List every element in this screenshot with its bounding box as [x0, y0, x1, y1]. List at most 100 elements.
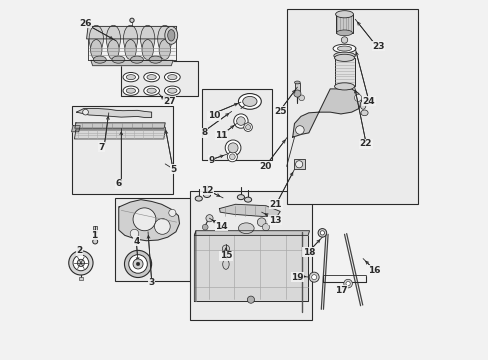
Ellipse shape	[237, 195, 244, 200]
Circle shape	[295, 161, 302, 168]
Circle shape	[225, 140, 241, 156]
Bar	[115, 198, 198, 281]
Ellipse shape	[334, 83, 354, 90]
Circle shape	[202, 224, 207, 230]
Circle shape	[93, 239, 98, 244]
Circle shape	[124, 250, 151, 278]
Text: 26: 26	[79, 19, 92, 28]
Ellipse shape	[333, 52, 354, 59]
Polygon shape	[194, 235, 307, 301]
Text: 21: 21	[269, 200, 282, 209]
Polygon shape	[292, 89, 361, 137]
Ellipse shape	[124, 40, 136, 60]
Circle shape	[69, 251, 93, 275]
Circle shape	[77, 259, 84, 266]
Circle shape	[205, 215, 213, 222]
Ellipse shape	[93, 56, 106, 63]
Text: 10: 10	[207, 111, 220, 120]
Ellipse shape	[112, 56, 124, 63]
Text: 18: 18	[302, 248, 314, 257]
Circle shape	[343, 279, 352, 288]
Text: 11: 11	[215, 131, 227, 140]
Ellipse shape	[222, 259, 229, 269]
Text: 23: 23	[371, 41, 384, 50]
Text: 27: 27	[163, 97, 176, 106]
Circle shape	[136, 262, 140, 266]
Ellipse shape	[123, 72, 139, 82]
Bar	[201, 89, 272, 160]
Ellipse shape	[159, 40, 170, 60]
Text: 17: 17	[334, 285, 346, 294]
Text: 6: 6	[115, 179, 122, 188]
Bar	[72, 106, 173, 194]
Text: 5: 5	[170, 165, 177, 174]
Text: 8: 8	[201, 129, 207, 138]
Bar	[286, 9, 417, 204]
Text: 13: 13	[268, 216, 281, 225]
Bar	[334, 58, 354, 86]
Text: 1: 1	[91, 231, 98, 240]
Text: 16: 16	[367, 266, 379, 275]
Circle shape	[245, 125, 250, 130]
Text: 9: 9	[208, 156, 214, 165]
Ellipse shape	[203, 193, 210, 198]
Polygon shape	[74, 130, 165, 139]
Ellipse shape	[123, 86, 139, 95]
Text: 20: 20	[259, 162, 271, 171]
Ellipse shape	[332, 44, 355, 53]
Ellipse shape	[244, 197, 251, 202]
Ellipse shape	[149, 56, 162, 63]
Circle shape	[130, 229, 139, 238]
Circle shape	[229, 154, 235, 159]
Polygon shape	[71, 126, 80, 132]
Ellipse shape	[167, 88, 177, 93]
Circle shape	[308, 272, 319, 282]
Polygon shape	[194, 231, 196, 301]
Circle shape	[133, 259, 143, 269]
Circle shape	[341, 37, 347, 43]
Circle shape	[233, 114, 247, 128]
Circle shape	[73, 255, 88, 271]
Text: 15: 15	[219, 251, 232, 260]
Ellipse shape	[106, 25, 121, 53]
Ellipse shape	[294, 81, 300, 84]
Ellipse shape	[336, 30, 352, 36]
Ellipse shape	[334, 54, 354, 62]
Circle shape	[247, 296, 254, 303]
Ellipse shape	[130, 56, 143, 63]
Circle shape	[295, 126, 304, 134]
Ellipse shape	[126, 75, 135, 80]
Ellipse shape	[157, 25, 172, 53]
Circle shape	[168, 209, 176, 216]
Polygon shape	[119, 200, 179, 241]
Ellipse shape	[167, 75, 177, 80]
Circle shape	[293, 90, 300, 97]
Text: 14: 14	[215, 222, 227, 231]
Circle shape	[320, 231, 324, 235]
Circle shape	[345, 282, 349, 286]
Circle shape	[128, 255, 147, 273]
Text: 3: 3	[148, 278, 154, 287]
Ellipse shape	[360, 101, 365, 109]
Text: 24: 24	[362, 97, 374, 106]
Bar	[121, 61, 198, 96]
Bar	[293, 159, 304, 169]
Text: 2: 2	[76, 246, 82, 255]
Text: 22: 22	[359, 139, 371, 148]
Text: 4: 4	[133, 237, 139, 246]
Circle shape	[311, 275, 316, 280]
Polygon shape	[86, 26, 176, 39]
Circle shape	[227, 152, 237, 162]
Ellipse shape	[164, 86, 180, 95]
Circle shape	[133, 208, 156, 231]
Text: 12: 12	[201, 185, 213, 194]
Ellipse shape	[238, 223, 254, 234]
Bar	[335, 14, 352, 33]
Circle shape	[317, 229, 326, 237]
Polygon shape	[91, 60, 173, 66]
Circle shape	[244, 123, 252, 131]
Ellipse shape	[123, 25, 138, 53]
Bar	[190, 192, 311, 320]
Bar	[79, 277, 82, 280]
Ellipse shape	[143, 72, 159, 82]
